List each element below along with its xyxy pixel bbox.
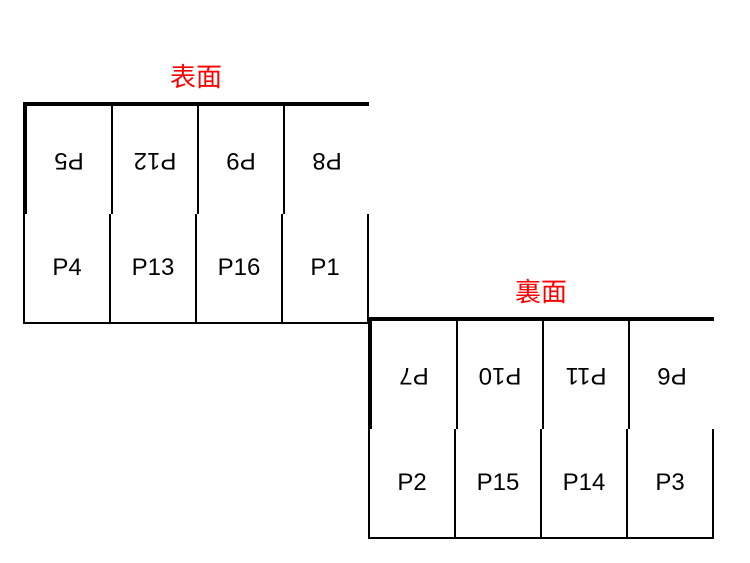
imposition-cell: P9	[197, 104, 283, 214]
imposition-cell: P16	[197, 214, 283, 324]
front-sheet: 表面 P5 P12 P9 P8 P4 P13 P16 P1	[23, 57, 369, 324]
imposition-cell: P10	[456, 319, 542, 429]
imposition-cell: P14	[542, 429, 628, 539]
imposition-cell: P12	[111, 104, 197, 214]
imposition-cell: P2	[370, 429, 456, 539]
back-sheet-grid: P7 P10 P11 P6 P2 P15 P14 P3	[368, 317, 714, 539]
front-sheet-title: 表面	[23, 57, 369, 94]
back-sheet-title: 裏面	[368, 272, 714, 309]
back-sheet: 裏面 P7 P10 P11 P6 P2 P15 P14 P3	[368, 272, 714, 539]
imposition-cell: P11	[542, 319, 628, 429]
imposition-cell: P7	[370, 319, 456, 429]
imposition-cell: P4	[25, 214, 111, 324]
imposition-cell: P6	[628, 319, 714, 429]
imposition-cell: P1	[283, 214, 369, 324]
imposition-cell: P3	[628, 429, 714, 539]
imposition-cell: P5	[25, 104, 111, 214]
imposition-cell: P15	[456, 429, 542, 539]
imposition-cell: P8	[283, 104, 369, 214]
imposition-cell: P13	[111, 214, 197, 324]
front-sheet-grid: P5 P12 P9 P8 P4 P13 P16 P1	[23, 102, 369, 324]
